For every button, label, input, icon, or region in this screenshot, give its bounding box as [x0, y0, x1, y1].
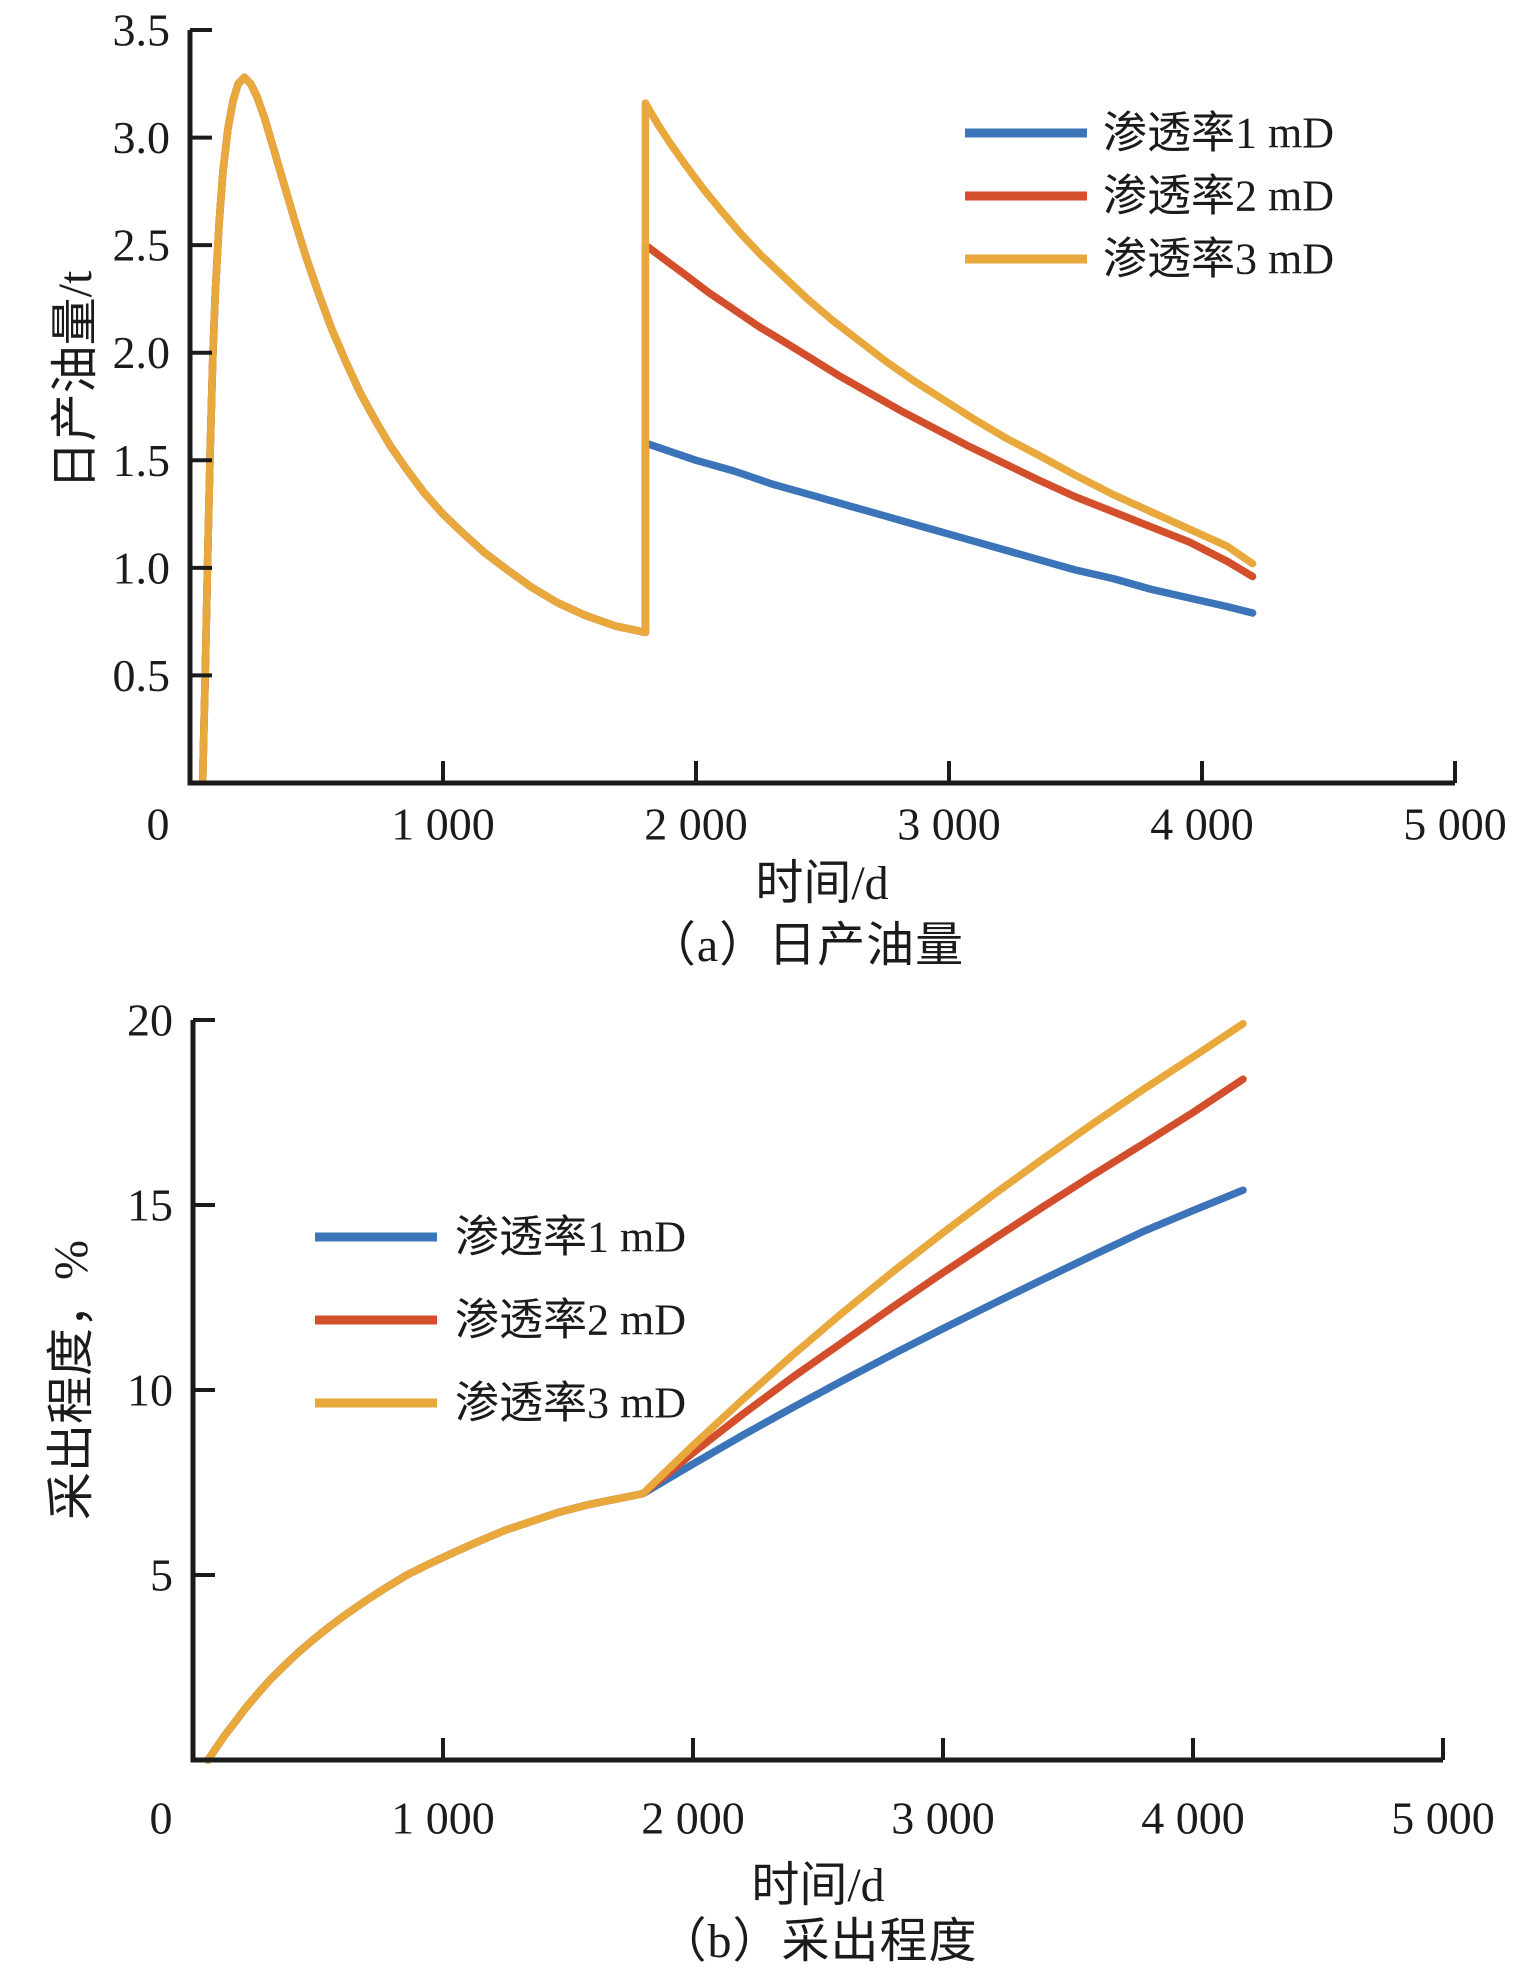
tick-marks — [190, 28, 1457, 783]
y-tick-label: 1.5 — [113, 435, 171, 486]
x-tick-label: 2 000 — [641, 1793, 745, 1844]
y-tick-label: 3.0 — [113, 112, 171, 163]
x-axis-label-time-b: 时间/d — [751, 1859, 885, 1912]
tick-labels: 0 1 000 2 000 3 000 4 000 5 000 0.5 1.0 1.5 2.0 2.… — [113, 5, 1507, 850]
legend: 渗透率1 mD 渗透率2 mD 渗透率3 mD — [315, 1213, 686, 1428]
y-axis-label-daily-oil-rate: 日产油量/t — [49, 270, 102, 490]
y-tick-label: 0.5 — [113, 650, 171, 701]
y-tick-label: 3.5 — [113, 5, 171, 56]
series-group — [204, 1019, 1247, 1764]
chart-panel-b: 0 1 000 2 000 3 000 4 000 5 000 5 10 15 20 渗透率1 mD… — [127, 995, 1495, 1844]
x-tick-label: 1 000 — [391, 1793, 495, 1844]
legend-label-permeability-3mD: 渗透率3 mD — [1103, 235, 1334, 284]
legend-label-permeability-2mD: 渗透率2 mD — [1103, 172, 1334, 221]
y-tick-label: 2.0 — [113, 327, 171, 378]
series-line-permeability-1mD — [204, 1186, 1247, 1764]
tick-marks — [193, 1018, 1445, 1760]
x-tick-label: 1 000 — [391, 799, 495, 850]
x-tick-label: 5 000 — [1391, 1793, 1495, 1844]
tick-labels: 0 1 000 2 000 3 000 4 000 5 000 5 10 15 20 — [127, 995, 1495, 1844]
y-tick-label: 2.5 — [113, 220, 171, 271]
legend-label-permeability-3mD: 渗透率3 mD — [455, 1379, 686, 1428]
y-tick-label: 5 — [150, 1550, 173, 1601]
y-axis-label-recovery-degree: 采出程度，% — [45, 1240, 98, 1520]
x-tick-label: 2 000 — [644, 799, 748, 850]
y-tick-label: 15 — [127, 1180, 173, 1231]
legend-label-permeability-2mD: 渗透率2 mD — [455, 1296, 686, 1345]
x-tick-label: 5 000 — [1403, 799, 1507, 850]
series-group — [198, 73, 1257, 783]
legend: 渗透率1 mD 渗透率2 mD 渗透率3 mD — [965, 109, 1334, 284]
legend-label-permeability-1mD: 渗透率1 mD — [455, 1213, 686, 1262]
x-axis-label-time-a: 时间/d — [755, 857, 889, 910]
series-line-permeability-1mD — [198, 73, 1257, 783]
series-line-permeability-3mD — [198, 73, 1257, 783]
y-tick-label: 20 — [127, 995, 173, 1046]
x-tick-label: 0 — [150, 1793, 173, 1844]
legend-label-permeability-1mD: 渗透率1 mD — [1103, 109, 1334, 158]
caption-panel-a: （a）日产油量 — [647, 919, 965, 972]
x-tick-label: 3 000 — [897, 799, 1001, 850]
x-tick-label: 4 000 — [1141, 1793, 1245, 1844]
x-tick-label: 3 000 — [891, 1793, 995, 1844]
x-tick-label: 0 — [147, 799, 170, 850]
y-tick-label: 10 — [127, 1365, 173, 1416]
x-tick-label: 4 000 — [1150, 799, 1254, 850]
caption-panel-b: （b）采出程度 — [658, 1915, 978, 1968]
y-tick-label: 1.0 — [113, 542, 171, 593]
chart-panel-a: 0 1 000 2 000 3 000 4 000 5 000 0.5 1.0 1.5 2.0 2.… — [113, 5, 1507, 850]
series-line-permeability-2mD — [198, 73, 1257, 783]
axes — [187, 30, 1455, 786]
series-line-permeability-3mD — [204, 1019, 1247, 1764]
